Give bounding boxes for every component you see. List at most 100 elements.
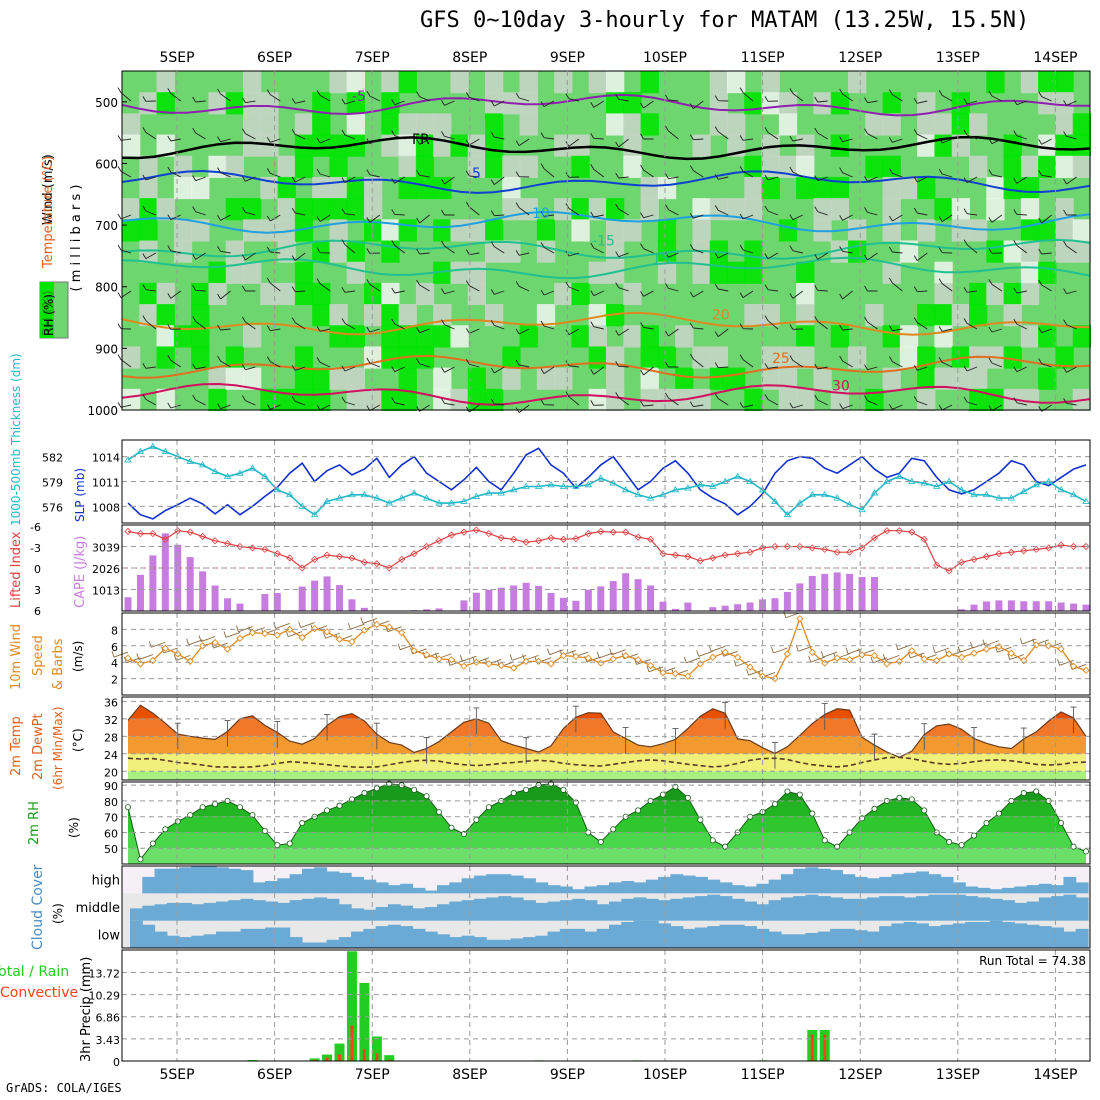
cape-bar [273, 592, 281, 611]
x-tick-top: 7SEP [355, 50, 390, 66]
wind-speed-point [186, 657, 194, 666]
rh-cell [969, 388, 988, 411]
rh-cell [951, 367, 970, 390]
rh-cell [778, 346, 798, 369]
li-point [559, 535, 568, 543]
wind-barb [167, 290, 182, 299]
wind-barb [341, 129, 356, 140]
wind-barb [714, 328, 729, 338]
wind-barb [515, 202, 530, 216]
panel-frame-precip [121, 949, 1091, 1062]
rh-cell [294, 346, 314, 369]
rh-cell [346, 71, 365, 94]
li-point [149, 530, 157, 538]
cloud-high-bar [854, 876, 868, 894]
rh-cell [761, 71, 780, 94]
wind-barb [490, 210, 505, 217]
wind-barb [366, 248, 380, 254]
wind-barb [490, 320, 505, 330]
cloud-high-bar [400, 883, 414, 894]
rh-cell [260, 134, 279, 157]
cloud-level-label: high [92, 874, 120, 889]
rh-cell [346, 261, 365, 284]
cape-bar [211, 585, 219, 611]
cloud-middle-bar [952, 894, 966, 921]
wind-barb [266, 89, 281, 102]
cloud-middle-bar [375, 907, 389, 921]
rh-cell [588, 304, 607, 327]
rh-cell [813, 176, 832, 200]
thickness-point [684, 484, 692, 491]
wind-barb [391, 366, 405, 373]
rh-cell [571, 134, 590, 157]
cloud-low-bar [682, 928, 696, 948]
wind-barb [192, 206, 206, 216]
li-point [995, 550, 1003, 558]
cloud-middle-bar [387, 904, 401, 921]
wind-barb [640, 322, 654, 330]
wind-barb [291, 176, 306, 183]
wind-barb [665, 361, 679, 368]
wind-barb [490, 366, 505, 374]
wind-barb [192, 285, 206, 292]
wind-barb [590, 242, 604, 254]
rh-cell [243, 92, 262, 115]
wind-speed-point [273, 631, 281, 639]
rh-cell [554, 367, 573, 390]
wind-speed-point [982, 645, 991, 653]
wind-barb [416, 138, 430, 145]
precip-convective-bar [350, 1025, 354, 1061]
cape-bar [435, 608, 443, 611]
wind-barb [416, 170, 430, 178]
wind-barb [1038, 138, 1052, 145]
cloud-high-bar [437, 885, 450, 894]
wind-barb [167, 88, 182, 102]
wind-speed-point [622, 652, 630, 660]
rh-point [448, 824, 455, 831]
wind-speed-point [833, 654, 841, 662]
wind-barb [739, 323, 754, 330]
rh-cell [329, 240, 348, 263]
wind-tick: 4 [111, 657, 118, 670]
cape-bar [1032, 601, 1040, 611]
thickness-point [932, 482, 941, 489]
wind-barb [590, 321, 604, 330]
wind-barb [465, 170, 480, 178]
cloud-middle-bar [363, 909, 377, 921]
rh-cell [588, 198, 607, 221]
li-tick: -3 [30, 542, 41, 555]
slp-tick: 1011 [92, 477, 120, 490]
cloud-low-bar [793, 934, 807, 948]
cloud-low-bar [854, 930, 868, 948]
wind-barb [341, 208, 356, 216]
rh-cell [778, 92, 798, 115]
wind-barb [565, 203, 580, 216]
wind-barb [266, 214, 281, 222]
rh-point [125, 804, 132, 811]
rh-cell [294, 198, 314, 221]
cloud-high-bar [965, 886, 979, 894]
thickness-point [522, 482, 530, 489]
cloud-low-bar [437, 934, 450, 948]
wind-barb [1038, 214, 1052, 224]
li-point [622, 528, 630, 536]
rh-cell [346, 367, 365, 390]
wind-barb [490, 241, 505, 254]
rh-cell [139, 155, 158, 178]
wind-barb [814, 363, 828, 370]
wind-barb [764, 363, 779, 369]
wind-barb [1063, 398, 1077, 406]
li-point [460, 528, 468, 536]
rh-cell [675, 325, 694, 348]
wind-speed-point [335, 635, 344, 643]
rh-cell [294, 261, 314, 284]
rh-cell [917, 304, 936, 327]
wind-barb [640, 100, 654, 109]
rh-cell [381, 304, 400, 327]
rh-cell [917, 388, 936, 411]
wind-barb [839, 355, 853, 368]
li-point [348, 554, 356, 562]
wind-barb [192, 96, 206, 103]
thickness-point [310, 510, 319, 518]
wind-barb [266, 356, 281, 368]
